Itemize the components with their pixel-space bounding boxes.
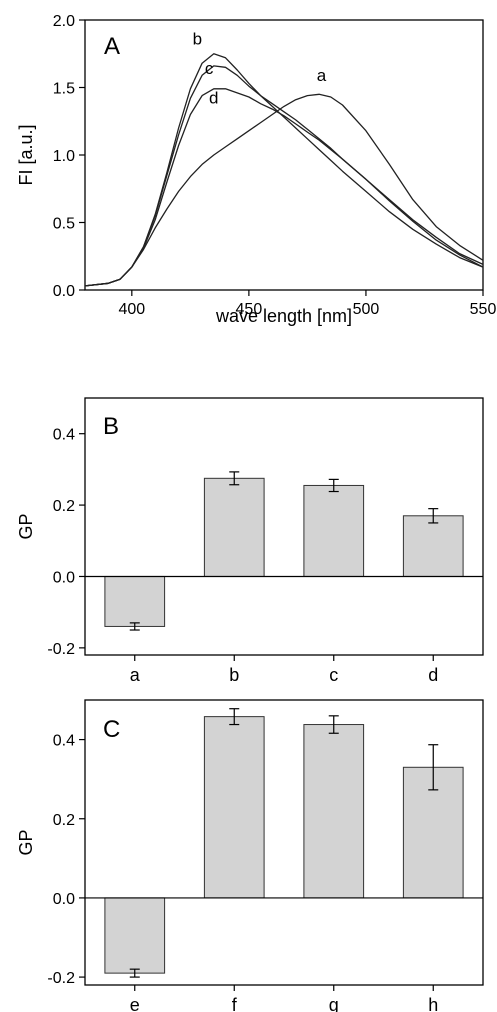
category-label-h: h bbox=[428, 995, 438, 1012]
bar-e bbox=[105, 898, 165, 973]
y-tick-label: 0.4 bbox=[53, 427, 75, 444]
bar-g bbox=[304, 725, 364, 898]
y-tick-label-a: 0.0 bbox=[53, 283, 75, 300]
panel-letter: C bbox=[103, 716, 120, 743]
y-tick-label: -0.2 bbox=[47, 970, 75, 987]
category-label-a: a bbox=[130, 665, 141, 685]
y-tick-label: 0.0 bbox=[53, 891, 75, 908]
y-axis-title: GP bbox=[16, 829, 36, 855]
series-line-b bbox=[85, 54, 483, 286]
panel-c-gp-bar-chart: -0.2 0.0 0.2 0.4 e f g h GP C bbox=[16, 700, 483, 1012]
category-label-g: g bbox=[329, 995, 339, 1012]
bar-b bbox=[204, 478, 264, 576]
category-label-b: b bbox=[229, 665, 239, 685]
x-tick-label-a: 500 bbox=[353, 301, 380, 318]
category-label-e: e bbox=[130, 995, 140, 1012]
panel-letter-a: A bbox=[104, 33, 120, 60]
bar-a bbox=[105, 576, 165, 626]
bar-f bbox=[204, 717, 264, 898]
category-label-c: c bbox=[329, 665, 338, 685]
y-tick-label: -0.2 bbox=[47, 641, 75, 658]
y-tick-label: 0.4 bbox=[53, 733, 75, 750]
series-line-a bbox=[85, 94, 483, 286]
panel-b-gp-bar-chart: -0.2 0.0 0.2 0.4 a b c d GP B bbox=[16, 398, 483, 685]
y-tick-label: 0.2 bbox=[53, 498, 75, 515]
y-axis-title-a: FI [a.u.] bbox=[16, 124, 36, 185]
x-tick-label-a: 400 bbox=[118, 301, 145, 318]
series-line-c bbox=[85, 66, 483, 286]
category-label-f: f bbox=[232, 995, 238, 1012]
curve-label-d: d bbox=[209, 89, 218, 108]
y-axis-title: GP bbox=[16, 513, 36, 539]
curve-label-b: b bbox=[193, 29, 202, 48]
y-tick-label-a: 2.0 bbox=[53, 13, 75, 30]
panel-letter: B bbox=[103, 413, 119, 440]
category-label-d: d bbox=[428, 665, 438, 685]
y-tick-label-a: 1.5 bbox=[53, 81, 75, 98]
bar-d bbox=[403, 516, 463, 577]
y-tick-label: 0.0 bbox=[53, 569, 75, 586]
y-tick-label-a: 0.5 bbox=[53, 216, 75, 233]
x-tick-label-a: 550 bbox=[470, 301, 497, 318]
bar-c bbox=[304, 485, 364, 576]
y-tick-label: 0.2 bbox=[53, 812, 75, 829]
x-axis-title-a: wave length [nm] bbox=[215, 306, 352, 326]
curve-label-a: a bbox=[317, 66, 327, 85]
plot-frame-a bbox=[85, 20, 483, 290]
series-line-d bbox=[85, 89, 483, 286]
curve-label-c: c bbox=[205, 59, 214, 78]
y-tick-label-a: 1.0 bbox=[53, 148, 75, 165]
